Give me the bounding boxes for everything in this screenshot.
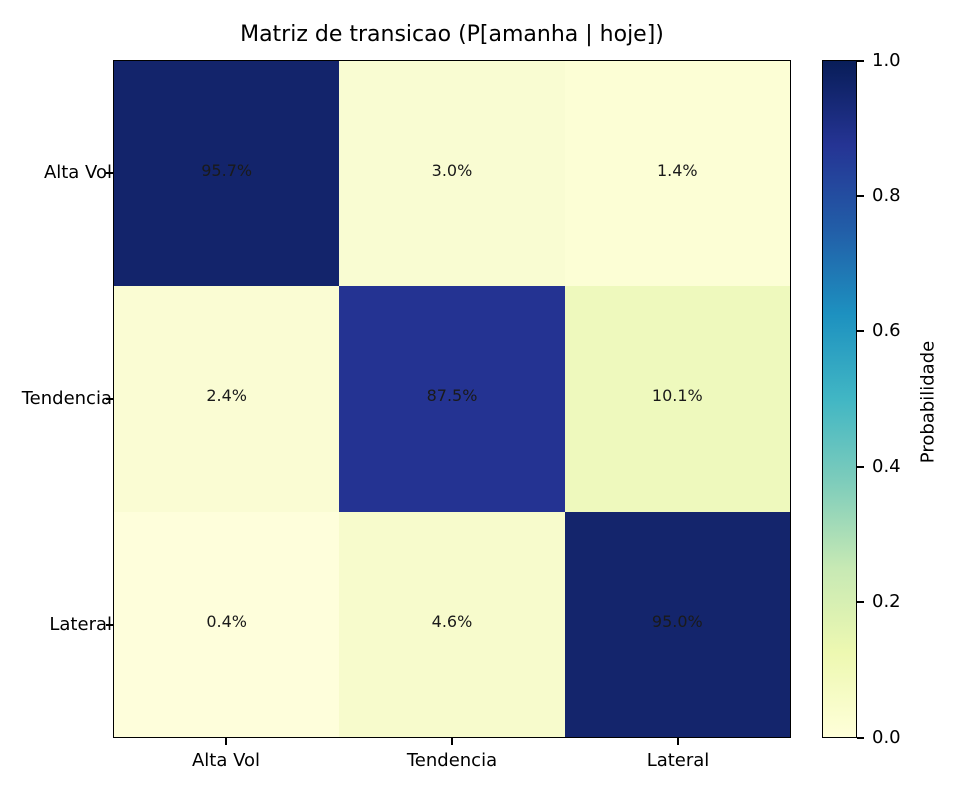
y-tick-label: Lateral (49, 614, 112, 635)
colorbar-tick-mark (857, 60, 864, 62)
colorbar-tick-label: 0.4 (872, 456, 901, 477)
cell-value: 87.5% (426, 386, 478, 406)
chart-title: Matriz de transicao (P[amanha | hoje]) (240, 22, 664, 47)
heatmap-cell: 95.0% (564, 511, 790, 737)
colorbar-tick-label: 0.8 (872, 185, 901, 206)
cell-value: 95.0% (651, 611, 703, 631)
heatmap-cell: 10.1% (564, 286, 790, 512)
cell-value: 3.0% (431, 161, 473, 180)
cell-value: 0.4% (206, 611, 247, 631)
colorbar-tick-label: 1.0 (872, 50, 901, 71)
heatmap-cell: 0.4% (114, 511, 340, 737)
colorbar-tick-mark (857, 737, 864, 739)
heatmap-cell: 95.7% (114, 61, 340, 287)
colorbar-tick-mark (857, 330, 864, 332)
y-tick-mark (106, 624, 113, 626)
heatmap-cell: 2.4% (114, 286, 340, 512)
colorbar-tick-mark (857, 601, 864, 603)
x-tick-mark (451, 738, 453, 745)
colorbar-label: Probabilidade (917, 340, 939, 464)
x-tick-label: Lateral (646, 750, 710, 771)
colorbar-tick-mark (857, 195, 864, 197)
colorbar (822, 60, 857, 738)
cell-value: 1.4% (656, 161, 698, 180)
x-tick-mark (225, 738, 227, 745)
x-tick-label: Tendencia (406, 750, 498, 771)
x-tick-label: Alta Vol (191, 750, 261, 771)
heatmap-plot-area: 95.7% 3.0% 1.4% 2.4% 87.5% 10.1% 0.4% 4.… (113, 60, 791, 738)
cell-value: 95.7% (201, 161, 253, 180)
cell-value: 2.4% (206, 386, 247, 406)
y-tick-label: Tendencia (21, 388, 112, 409)
colorbar-tick-mark (857, 466, 864, 468)
heatmap-cell: 87.5% (339, 286, 565, 512)
colorbar-tick-label: 0.0 (872, 727, 901, 748)
x-tick-mark (677, 738, 679, 745)
cell-value: 10.1% (651, 386, 703, 406)
y-tick-mark (106, 398, 113, 400)
y-tick-label: Alta Vol (43, 162, 112, 183)
heatmap-cell: 3.0% (339, 61, 565, 287)
colorbar-tick-label: 0.2 (872, 591, 901, 612)
heatmap-cell: 4.6% (339, 511, 565, 737)
colorbar-tick-label: 0.6 (872, 320, 901, 341)
cell-value: 4.6% (431, 611, 473, 631)
heatmap-cell: 1.4% (564, 61, 790, 287)
y-tick-mark (106, 172, 113, 174)
